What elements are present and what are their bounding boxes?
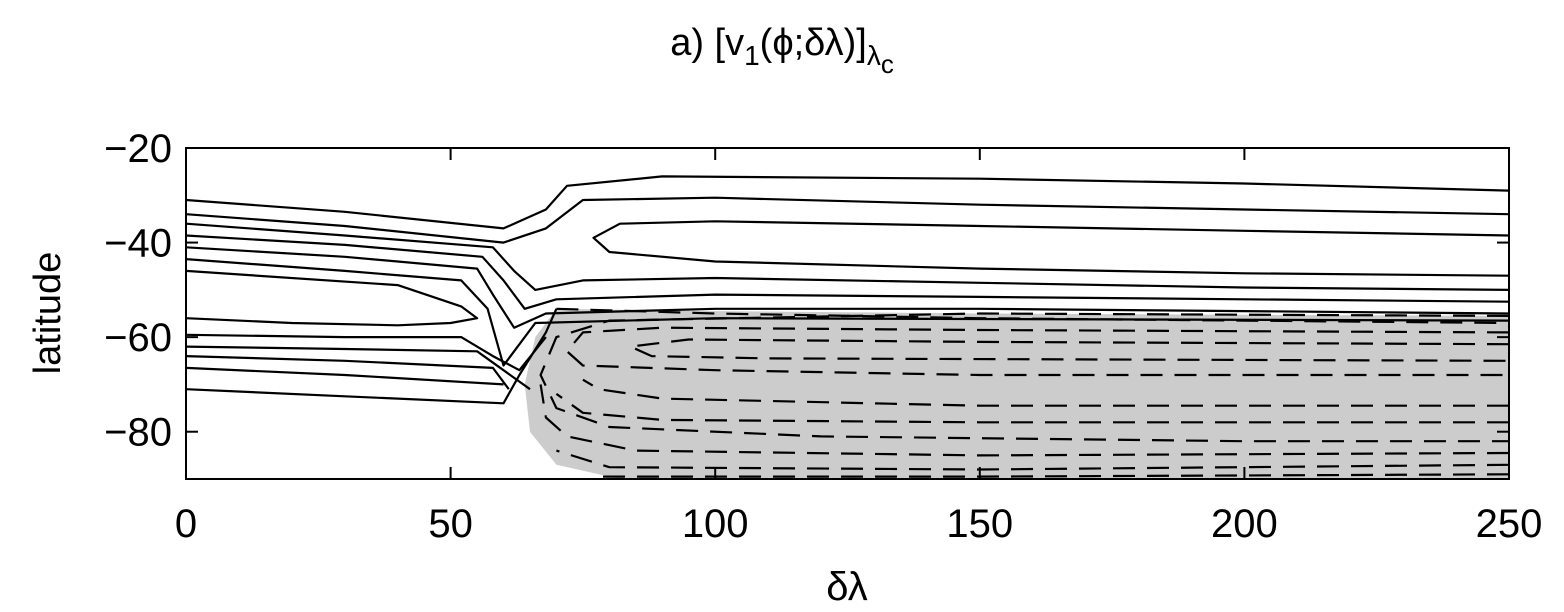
y-tick-label: −80 <box>104 411 172 455</box>
negative-contour-6 <box>555 393 1509 424</box>
title-prefix: a) [v <box>670 22 745 64</box>
title-subscript-c: c <box>880 49 894 79</box>
positive-contour-1 <box>186 175 1509 230</box>
positive-contour-9 <box>186 333 547 372</box>
x-axis-label: δλ <box>826 565 868 609</box>
positive-contour-6 <box>186 246 1509 329</box>
positive-contour-3 <box>592 220 1509 277</box>
x-tick-label: 200 <box>1211 502 1278 546</box>
negative-contour-3 <box>629 338 1509 362</box>
negative-contour-5 <box>582 378 1509 407</box>
y-tick-label: −40 <box>104 222 172 266</box>
x-tick-label: 250 <box>1476 502 1543 546</box>
y-tick-label: −20 <box>104 127 172 171</box>
positive-contour-5 <box>186 234 1509 310</box>
positive-contour-12 <box>186 366 504 386</box>
title-mid: (ϕ;δλ)] <box>759 22 867 64</box>
x-tick-label: 150 <box>946 502 1013 546</box>
negative-region-fill <box>524 308 1509 479</box>
positive-contour-10 <box>186 345 531 391</box>
title-subscript-lambda: λ <box>866 40 881 71</box>
positive-contour-11 <box>186 355 510 390</box>
y-tick-label: −60 <box>104 316 172 360</box>
x-tick-label: 50 <box>428 502 473 546</box>
plot-frame <box>185 147 1510 480</box>
x-tick-label: 100 <box>682 502 749 546</box>
negative-contour-4 <box>539 312 1509 443</box>
x-tick-label: 0 <box>175 502 197 546</box>
positive-contour-2 <box>186 196 1509 244</box>
negative-contour-8 <box>556 449 1509 471</box>
negative-contour-1 <box>556 307 1509 325</box>
positive-contour-13 <box>186 308 558 405</box>
y-axis-label: latitude <box>27 252 69 375</box>
chart-title: a) [v1(ϕ;δλ)]λc <box>0 22 1564 79</box>
positive-contour-4 <box>186 222 1509 291</box>
positive-contour-8 <box>186 269 479 327</box>
title-subscript-1: 1 <box>744 40 760 71</box>
